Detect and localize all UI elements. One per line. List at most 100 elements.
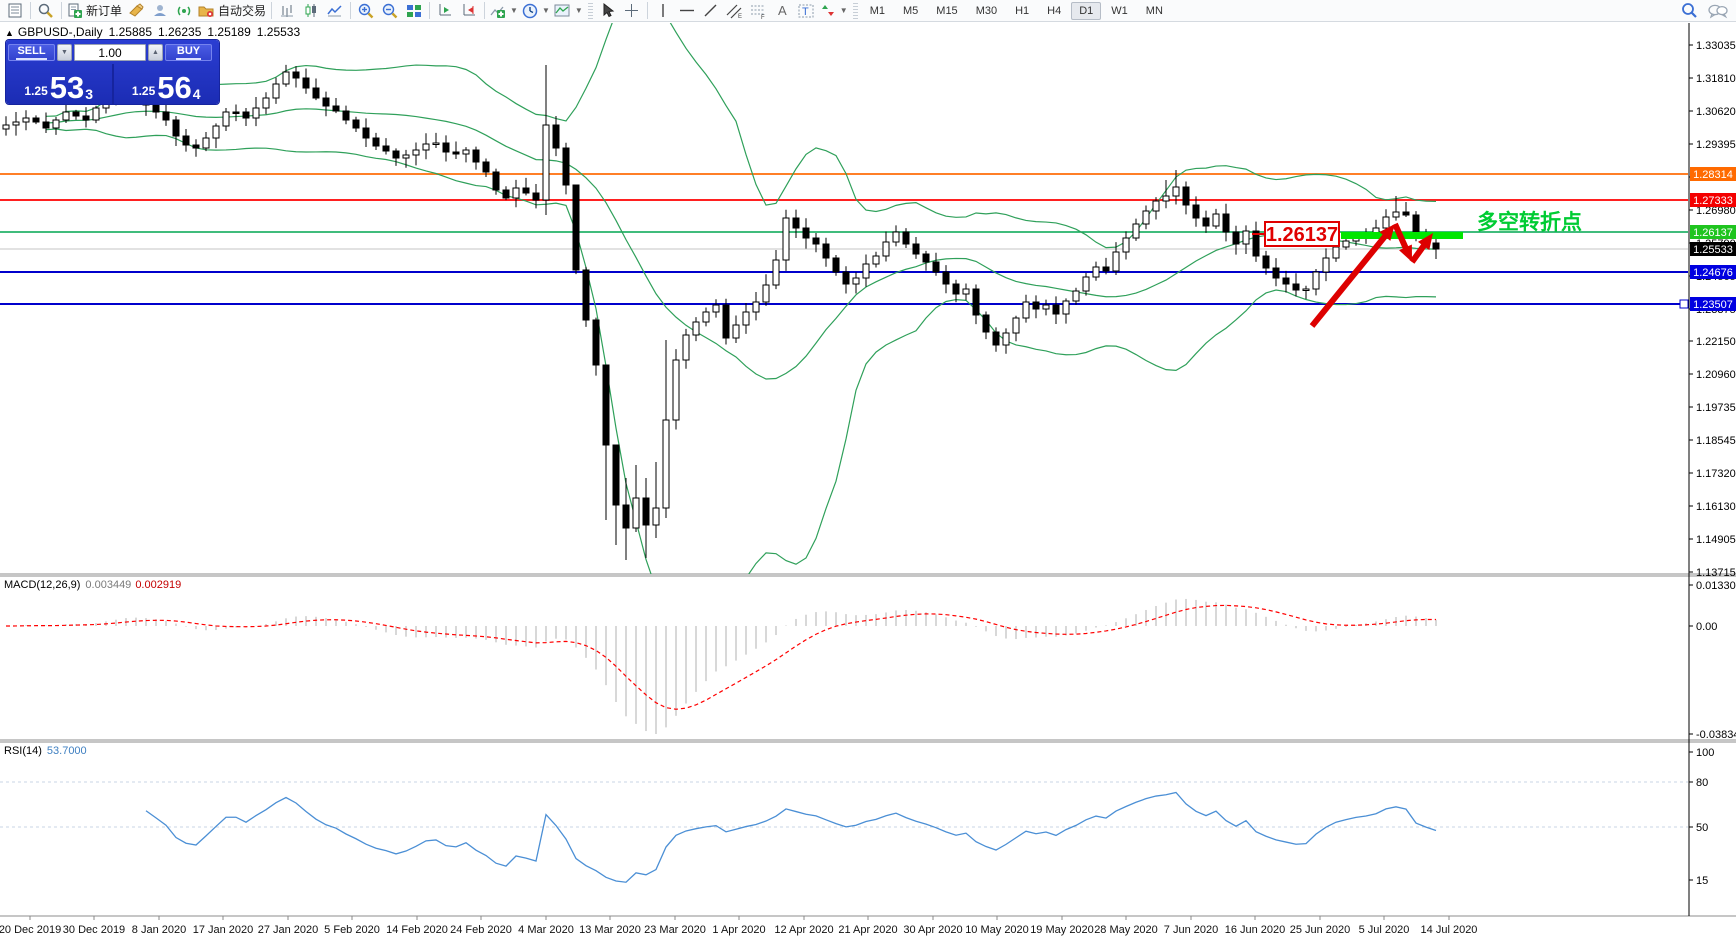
svg-text:14 Feb 2020: 14 Feb 2020 (386, 924, 448, 936)
svg-text:4 Mar 2020: 4 Mar 2020 (518, 924, 574, 936)
svg-text:1.33035: 1.33035 (1696, 40, 1736, 52)
timeframe-h4-button[interactable]: H4 (1047, 4, 1062, 17)
svg-text:100: 100 (1696, 747, 1714, 759)
candlestick-icon (305, 4, 316, 17)
price-badge-1.25533 (1690, 242, 1736, 256)
signals-button[interactable] (172, 1, 196, 21)
chat-icon[interactable] (1708, 3, 1728, 19)
cursor-button[interactable] (596, 1, 620, 21)
svg-text:1.26137: 1.26137 (1693, 227, 1733, 239)
svg-text:1.25533: 1.25533 (1693, 244, 1733, 256)
trend-arrow-head (1399, 244, 1412, 262)
auto-scroll-button[interactable] (433, 1, 457, 21)
price-flag-box[interactable] (1264, 221, 1340, 247)
svg-text:T: T (802, 6, 809, 18)
open-value: 1.25885 (108, 25, 152, 39)
zoom-in-button[interactable] (354, 1, 378, 21)
svg-text:1.13715: 1.13715 (1696, 567, 1736, 579)
bollinger-middle-band (45, 108, 1437, 380)
hline-selection-handle[interactable] (1679, 299, 1689, 309)
turning-point-text: 多空转折点 (1477, 210, 1582, 234)
vertical-line-button[interactable] (651, 1, 675, 21)
fibonacci-icon: F (751, 5, 765, 19)
horizontal-line-icon (679, 9, 694, 12)
trendline-button[interactable] (699, 1, 723, 21)
price-badge-1.23507 (1690, 297, 1736, 311)
svg-text:28 May 2020: 28 May 2020 (1094, 924, 1158, 936)
arrows-dropdown-arrow: ▼ (839, 6, 848, 15)
community-button[interactable] (148, 1, 172, 21)
svg-text:1.26980: 1.26980 (1696, 205, 1736, 217)
auto-scroll-icon (439, 4, 452, 16)
volume-input[interactable] (74, 44, 146, 61)
svg-text:1 Apr 2020: 1 Apr 2020 (712, 924, 765, 936)
tile-windows-button[interactable] (402, 1, 426, 21)
svg-text:5 Jul 2020: 5 Jul 2020 (1359, 924, 1410, 936)
indicators-button[interactable]: ▼ (488, 1, 520, 21)
broom-icon (128, 3, 144, 17)
bollinger-lower-band (45, 128, 1437, 574)
search-icon[interactable] (1681, 2, 1698, 19)
macd-pane[interactable] (5, 598, 1437, 734)
text-label-button[interactable]: T (795, 1, 819, 21)
trend-arrow-head (1379, 224, 1395, 241)
timeframe-m1-button[interactable]: M1 (869, 4, 885, 17)
svg-text:1.16130: 1.16130 (1696, 501, 1736, 513)
bar-chart-button[interactable] (275, 1, 299, 21)
sell-button[interactable]: SELL (8, 44, 55, 61)
buy-button[interactable]: BUY (165, 44, 212, 61)
timeframe-mn-button[interactable]: MN (1145, 4, 1163, 17)
rsi-value: 53.7000 (46, 745, 87, 757)
svg-text:30 Apr 2020: 30 Apr 2020 (903, 924, 962, 936)
svg-text:1.31810: 1.31810 (1696, 73, 1736, 85)
svg-text:1.18545: 1.18545 (1696, 435, 1736, 447)
volume-decrease-button[interactable]: ▼ (57, 44, 72, 61)
styler-button[interactable] (124, 1, 148, 21)
rsi-pane[interactable] (0, 781, 1688, 883)
symbol-period-label: GBPUSD-,Daily (17, 25, 103, 39)
new-order-button[interactable]: 新订单 (65, 1, 124, 21)
timeframe-m30-button[interactable]: M30 (975, 4, 998, 17)
price-badge-1.26137 (1690, 225, 1736, 239)
svg-text:10 May 2020: 10 May 2020 (965, 924, 1029, 936)
rsi-axis: 100 80 50 15 (1689, 747, 1714, 887)
svg-text:7 Jun 2020: 7 Jun 2020 (1164, 924, 1218, 936)
autotrading-button[interactable]: 自动交易 (196, 1, 268, 21)
main-price-pane[interactable] (0, 0, 1688, 602)
horizontal-line-button[interactable] (675, 1, 699, 21)
crosshair-button[interactable] (620, 1, 644, 21)
rsi-line (145, 791, 1437, 883)
buy-price[interactable]: 1.25 56 4 (111, 64, 220, 104)
svg-text:24 Feb 2020: 24 Feb 2020 (450, 924, 512, 936)
timeframe-d1-button[interactable]: D1 (1071, 1, 1102, 20)
fibonacci-button[interactable]: F (747, 1, 771, 21)
text-button[interactable]: A (771, 1, 795, 21)
line-chart-button[interactable] (323, 1, 347, 21)
svg-text:A: A (778, 3, 787, 18)
zoom-in-icon (358, 3, 374, 18)
templates-dropdown-arrow: ▼ (574, 6, 583, 15)
symbol-search-button[interactable] (34, 1, 58, 21)
zoom-out-button[interactable] (378, 1, 402, 21)
date-axis: 20 Dec 2019 30 Dec 2019 8 Jan 2020 17 Jan 2… (0, 916, 1477, 936)
equidistant-channel-button[interactable]: E (723, 1, 747, 21)
timeframe-h1-button[interactable]: H1 (1015, 4, 1030, 17)
timeframe-m5-button[interactable]: M5 (903, 4, 919, 17)
chart-shift-button[interactable] (457, 1, 481, 21)
arrows-button[interactable]: ▼ (819, 1, 850, 21)
templates-button[interactable]: ▼ (552, 1, 585, 21)
channel-icon: E (726, 4, 742, 19)
periods-button[interactable]: ▼ (520, 1, 552, 21)
volume-increase-button[interactable]: ▲ (148, 44, 163, 61)
svg-text:21 Apr 2020: 21 Apr 2020 (838, 924, 897, 936)
data-window-button[interactable] (3, 1, 27, 21)
timeframe-w1-button[interactable]: W1 (1111, 4, 1128, 17)
sell-price[interactable]: 1.25 53 3 (24, 69, 94, 105)
svg-text:23 Mar 2020: 23 Mar 2020 (644, 924, 706, 936)
candlestick-button[interactable] (299, 1, 323, 21)
community-icon (153, 5, 166, 16)
timeframe-m15-button[interactable]: M15 (936, 4, 958, 17)
svg-text:8 Jan 2020: 8 Jan 2020 (132, 924, 186, 936)
collapse-arrow-icon[interactable]: ▲ (5, 28, 14, 38)
